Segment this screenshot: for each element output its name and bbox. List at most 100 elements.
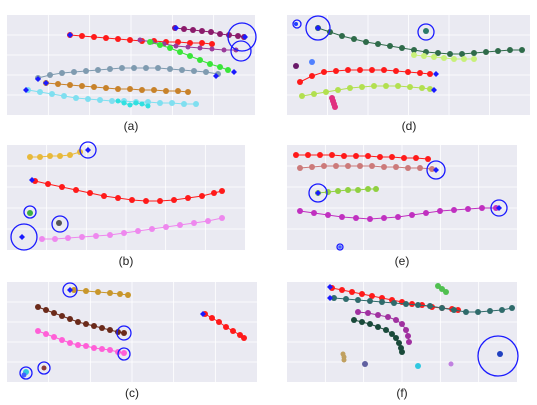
trajectory-point bbox=[221, 47, 227, 53]
start-marker bbox=[43, 80, 49, 86]
trajectory-point bbox=[465, 206, 471, 212]
trajectory-point bbox=[459, 51, 465, 57]
highlight-circle bbox=[227, 22, 257, 52]
detection-blob bbox=[41, 365, 47, 371]
trajectory-point bbox=[163, 88, 169, 94]
detection-blob bbox=[448, 361, 454, 367]
highlight-circle bbox=[305, 15, 331, 41]
caption-a: (a) bbox=[123, 119, 139, 133]
detection-blob bbox=[56, 220, 62, 226]
highlight-circle bbox=[37, 361, 51, 375]
trajectory-point bbox=[235, 33, 241, 39]
trajectory-point bbox=[79, 234, 85, 240]
trajectory-point bbox=[95, 67, 101, 73]
trajectory-point bbox=[169, 100, 175, 106]
trajectory-point bbox=[167, 66, 173, 72]
highlight-circle bbox=[417, 23, 435, 41]
trajectory-point bbox=[121, 330, 127, 336]
trajectory-point bbox=[451, 207, 457, 213]
trajectory-point bbox=[59, 313, 65, 319]
trajectory-point bbox=[355, 187, 361, 193]
trajectory-line bbox=[37, 67, 219, 79]
start-marker bbox=[29, 177, 35, 183]
trajectory-line bbox=[333, 297, 513, 313]
trajectory-point bbox=[339, 287, 345, 293]
end-marker bbox=[231, 69, 237, 75]
trajectory-point bbox=[73, 187, 79, 193]
trajectory-point bbox=[67, 152, 73, 158]
trajectory-point bbox=[67, 82, 73, 88]
trajectory-point bbox=[71, 287, 77, 293]
trajectory-point bbox=[73, 95, 79, 101]
trajectory-point bbox=[43, 307, 49, 313]
detection-blob bbox=[293, 63, 299, 69]
trajectory-point bbox=[353, 215, 359, 221]
trajectory-point bbox=[107, 290, 113, 296]
trajectory-point bbox=[387, 43, 393, 49]
trajectory-line bbox=[296, 154, 429, 160]
trajectory-point bbox=[369, 163, 375, 169]
trajectory-point bbox=[487, 308, 493, 314]
trajectory-point bbox=[127, 37, 133, 43]
trajectory-point bbox=[79, 33, 85, 39]
trajectory-point bbox=[57, 153, 63, 159]
trajectory-point bbox=[309, 73, 315, 79]
trajectory-point bbox=[59, 184, 65, 190]
trajectory-point bbox=[125, 292, 131, 298]
trajectory-point bbox=[401, 155, 407, 161]
trajectory-point bbox=[219, 215, 225, 221]
trajectory-point bbox=[187, 53, 193, 59]
start-marker bbox=[200, 311, 206, 317]
trajectory-point bbox=[179, 67, 185, 73]
trajectory-point bbox=[127, 102, 133, 108]
trajectory-point bbox=[415, 302, 421, 308]
trajectory-point bbox=[135, 228, 141, 234]
trajectory-point bbox=[167, 45, 173, 51]
trajectory-point bbox=[139, 87, 145, 93]
trajectory-point bbox=[377, 154, 383, 160]
trajectory-point bbox=[339, 33, 345, 39]
trajectory-point bbox=[321, 163, 327, 169]
trajectory-point bbox=[51, 334, 57, 340]
trajectory-point bbox=[355, 297, 361, 303]
trajectory-point bbox=[332, 104, 338, 110]
start-marker bbox=[19, 234, 25, 240]
trajectory-point bbox=[139, 101, 145, 107]
trajectory-point bbox=[381, 164, 387, 170]
trajectory-point bbox=[365, 186, 371, 192]
trajectory-point bbox=[373, 186, 379, 192]
trajectory-point bbox=[351, 317, 357, 323]
trajectory-point bbox=[71, 69, 77, 75]
highlight-circle bbox=[23, 205, 37, 219]
trajectory-point bbox=[335, 188, 341, 194]
trajectory-point bbox=[129, 197, 135, 203]
trajectory-point bbox=[107, 327, 113, 333]
trajectory-point bbox=[385, 314, 391, 320]
trajectory-point bbox=[359, 291, 365, 297]
trajectory-point bbox=[47, 153, 53, 159]
trajectory-point bbox=[107, 232, 113, 238]
trajectory-point bbox=[411, 47, 417, 53]
trajectory-point bbox=[317, 152, 323, 158]
trajectory-point bbox=[137, 37, 143, 43]
trajectory-point bbox=[437, 208, 443, 214]
trajectory-point bbox=[495, 48, 501, 54]
start-marker bbox=[23, 87, 29, 93]
trajectory-point bbox=[43, 331, 49, 337]
trajectory-point bbox=[208, 29, 214, 35]
trajectory-point bbox=[205, 218, 211, 224]
trajectory-point bbox=[425, 156, 431, 162]
trajectory-point bbox=[83, 288, 89, 294]
trajectory-point bbox=[101, 193, 107, 199]
trajectory-point bbox=[367, 298, 373, 304]
detection-blob bbox=[309, 59, 315, 65]
trajectory-point bbox=[91, 345, 97, 351]
trajectory-point bbox=[389, 331, 395, 337]
trajectory-point bbox=[479, 205, 485, 211]
trajectory-point bbox=[421, 53, 427, 59]
trajectory-point bbox=[395, 83, 401, 89]
trajectory-point bbox=[325, 212, 331, 218]
trajectory-point bbox=[190, 27, 196, 33]
highlight-circle bbox=[490, 199, 508, 217]
